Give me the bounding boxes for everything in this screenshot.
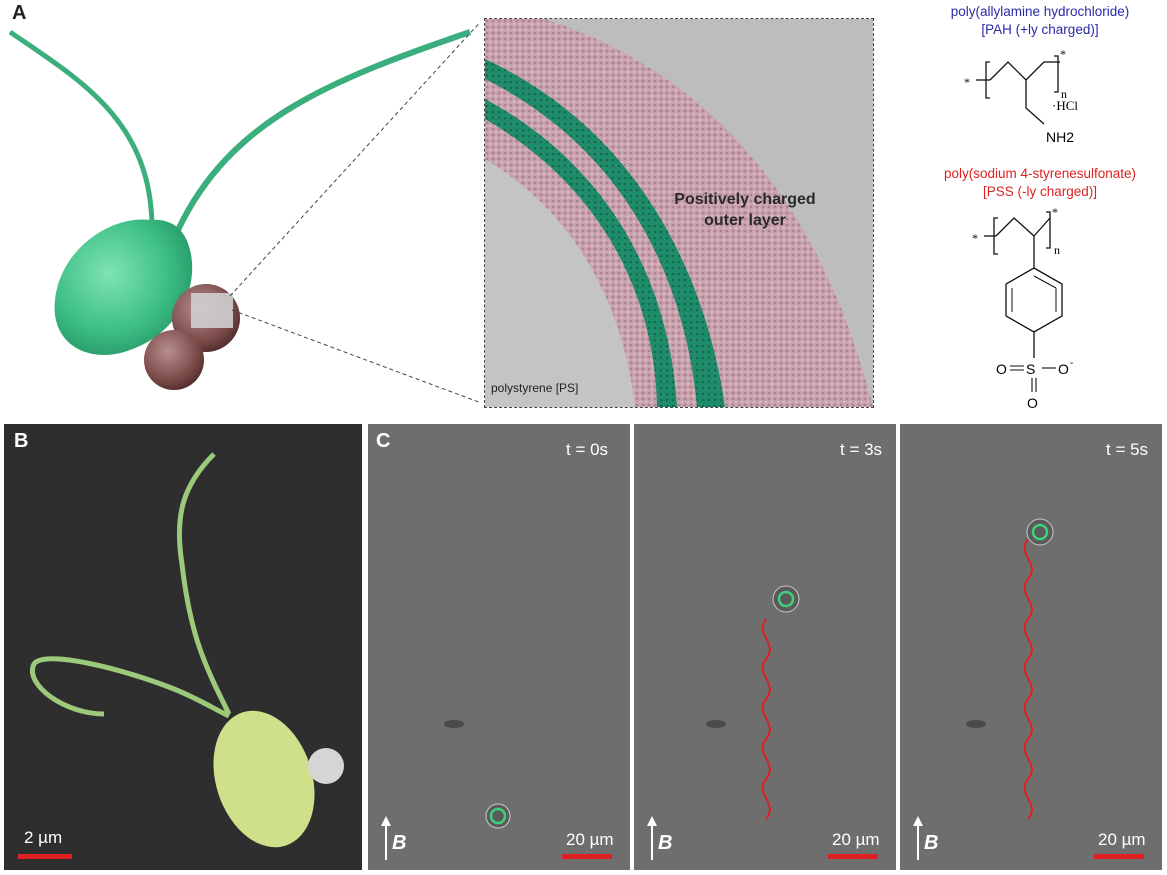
- panel-c-frame-2: t = 3s B 20 µm: [634, 424, 896, 870]
- frame-3-time: t = 5s: [1106, 440, 1149, 459]
- frame-1-scale-bar: [562, 854, 612, 859]
- pss-desc: [PSS (-ly charged)]: [982, 184, 1098, 199]
- flagellum-left: [8, 29, 155, 226]
- svg-text:*: *: [964, 75, 970, 89]
- frame-1-field-arrow: [381, 816, 391, 860]
- panel-b-scale-label: 2 µm: [24, 828, 63, 847]
- svg-text:O: O: [996, 361, 1007, 377]
- svg-text:O: O: [1027, 395, 1038, 411]
- svg-text:*: *: [1052, 206, 1058, 219]
- panel-a-letter: A: [12, 2, 27, 24]
- panel-b-letter: B: [14, 430, 29, 452]
- layer-inset: Positively charged outer layer polystyre…: [484, 18, 874, 408]
- pss-structure: * * n S O O - O: [972, 206, 1073, 411]
- frame-1-time: t = 0s: [566, 440, 609, 459]
- pss-name: poly(sodium 4-styrenesulfonate): [943, 166, 1137, 181]
- frame-2-field-label: B: [658, 832, 673, 854]
- frame-2-scale-label: 20 µm: [832, 830, 880, 849]
- svg-text:n: n: [1054, 243, 1060, 257]
- inset-label-line1: Positively charged: [674, 191, 816, 208]
- svg-text:n: n: [1061, 87, 1067, 101]
- frame-3-field-arrow: [913, 816, 923, 860]
- flagellum-right: [175, 29, 471, 232]
- frame-2-scale-bar: [828, 854, 878, 859]
- panel-b-sem: B 2 µm: [4, 424, 362, 870]
- svg-text:-: -: [1070, 358, 1073, 369]
- frame-1-field-label: B: [392, 832, 407, 854]
- cell-body: [54, 219, 193, 355]
- frame-3-field-label: B: [924, 832, 939, 854]
- inset-label-line2: outer layer: [704, 212, 786, 229]
- bead-bottom: [144, 330, 204, 390]
- svg-text:O: O: [1058, 361, 1069, 377]
- substrate-label: polystyrene [PS]: [491, 381, 579, 395]
- panel-c-letter: C: [376, 430, 391, 452]
- microalga-illustration: [8, 21, 480, 404]
- panel-c-frame-1: C t = 0s B 20 µm: [368, 424, 630, 870]
- panel-c-frame-3: t = 5s B 20 µm: [900, 424, 1162, 870]
- inset-label: Positively charged outer layer: [635, 189, 855, 231]
- panel-b-scale-bar: [18, 854, 72, 859]
- pah-name: poly(allylamine hydrochloride): [950, 4, 1130, 19]
- pah-desc: [PAH (+ly charged)]: [981, 22, 1099, 37]
- pah-structure: * * n ·HCl NH2: [964, 47, 1078, 145]
- svg-text:S: S: [1026, 361, 1035, 377]
- svg-text:*: *: [972, 231, 978, 245]
- frame-2-time: t = 3s: [840, 440, 883, 459]
- frame-1-scale-label: 20 µm: [566, 830, 614, 849]
- frame-3-scale-bar: [1094, 854, 1144, 859]
- frame-3-scale-label: 20 µm: [1098, 830, 1146, 849]
- frame-2-field-arrow: [647, 816, 657, 860]
- svg-text:*: *: [1060, 47, 1066, 61]
- pah-hcl: ·HCl: [1052, 98, 1078, 113]
- pah-nh2: NH2: [1046, 129, 1074, 145]
